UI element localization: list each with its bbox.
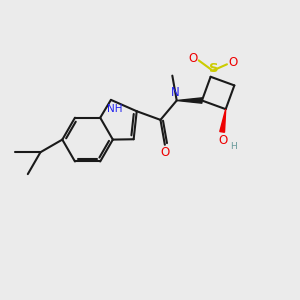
Text: O: O — [188, 52, 197, 65]
Text: O: O — [218, 134, 227, 147]
Text: O: O — [228, 56, 238, 69]
Text: H: H — [230, 142, 237, 151]
Text: NH: NH — [107, 104, 122, 114]
Polygon shape — [177, 98, 202, 103]
Text: O: O — [161, 146, 170, 159]
Text: S: S — [209, 62, 218, 75]
Polygon shape — [220, 109, 226, 132]
Text: N: N — [171, 86, 180, 99]
